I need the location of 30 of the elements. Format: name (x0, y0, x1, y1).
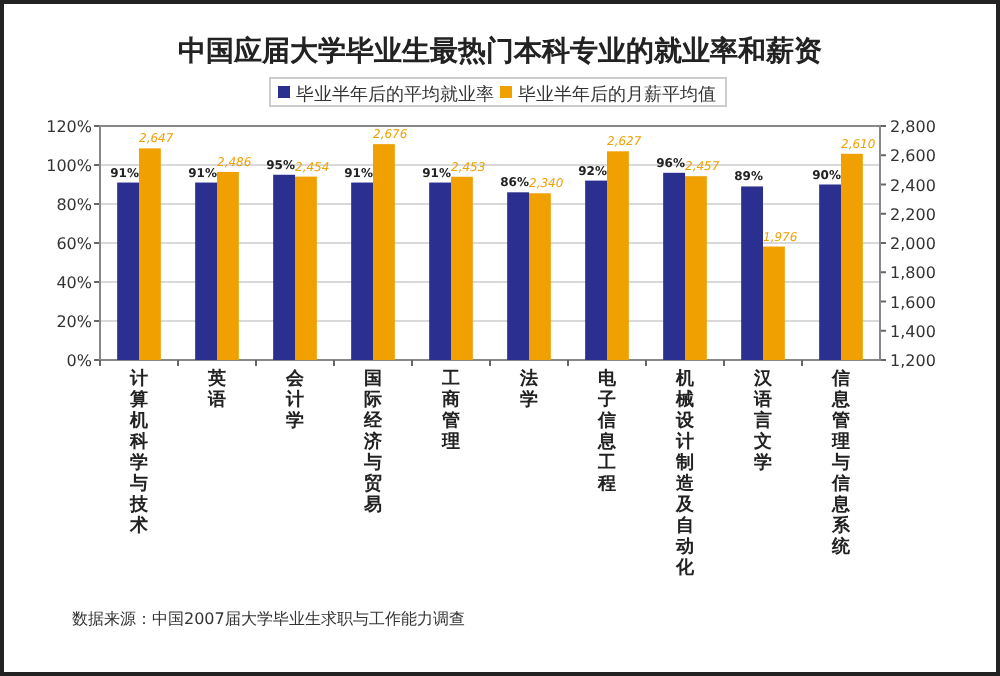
legend-label: 毕业半年后的平均就业率 (296, 84, 494, 106)
y-tick-label: 40% (56, 274, 93, 292)
y2-tick-label: 1,400 (890, 322, 936, 341)
y-tick-label: 20% (56, 313, 93, 331)
y-tick-label: 60% (56, 235, 93, 253)
legend-label: 毕业半年后的月薪平均值 (518, 84, 716, 106)
x-tick-label: 国际经济与贸易 (362, 368, 384, 516)
x-tick-label: 电子信息工程 (596, 368, 618, 495)
category-label: 机械设计制造及自动化 (676, 370, 694, 579)
category-label: 信息管理与信息系统 (832, 370, 850, 558)
x-tick-label: 计算机科学与技术 (128, 368, 150, 537)
x-tick-label: 工商管理 (440, 368, 460, 453)
y2-tick-label: 2,800 (890, 118, 936, 136)
x-tick-label: 法学 (518, 368, 538, 411)
x-tick-label: 会计学 (284, 368, 306, 432)
y2-tick-label: 1,800 (890, 264, 936, 283)
source-note: 数据来源：中国2007届大学毕业生求职与工作能力调查 (72, 610, 465, 628)
y2-tick-label: 1,600 (890, 293, 936, 312)
y2-tick-label: 1,200 (890, 352, 936, 370)
y-tick-label: 120% (46, 118, 93, 136)
y-tick-label: 100% (46, 157, 93, 175)
y-tick-label: 0% (66, 352, 93, 370)
y2-tick-label: 2,400 (890, 176, 936, 195)
x-tick-label: 英语 (206, 368, 226, 411)
x-tick-label: 汉语言文学 (752, 368, 774, 474)
y2-tick-label: 2,600 (890, 147, 936, 166)
y2-tick-label: 2,000 (890, 235, 936, 253)
y2-tick-label: 2,200 (890, 205, 936, 224)
chart-title: 中国应届大学毕业生最热门本科专业的就业率和薪资 (178, 34, 822, 68)
y-tick-label: 80% (56, 196, 93, 214)
